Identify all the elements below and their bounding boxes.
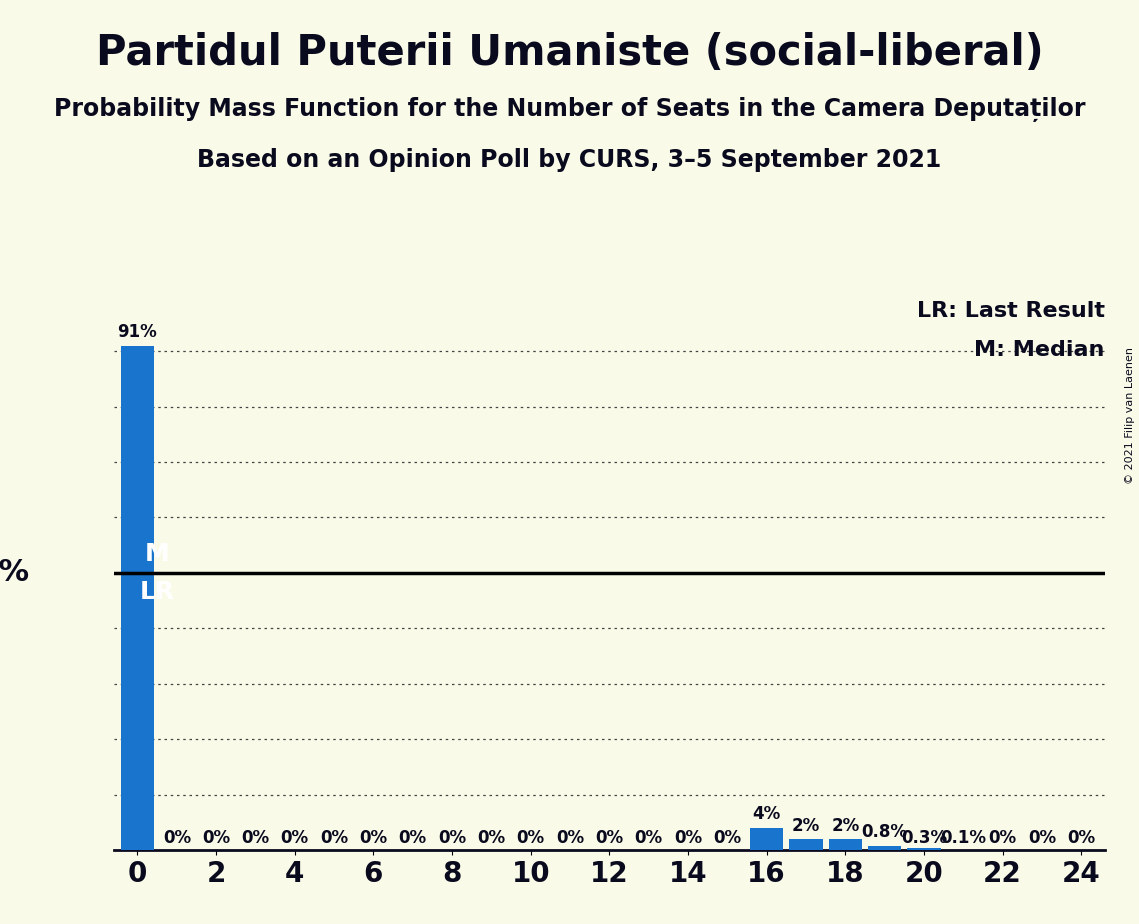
Text: 0%: 0%: [202, 829, 230, 846]
Text: Partidul Puterii Umaniste (social-liberal): Partidul Puterii Umaniste (social-libera…: [96, 32, 1043, 74]
Text: 4%: 4%: [753, 806, 780, 823]
Text: 0%: 0%: [1067, 829, 1096, 846]
Text: 0%: 0%: [360, 829, 387, 846]
Bar: [749, 828, 784, 850]
Text: Based on an Opinion Poll by CURS, 3–5 September 2021: Based on an Opinion Poll by CURS, 3–5 Se…: [197, 148, 942, 172]
Text: 0%: 0%: [634, 829, 663, 846]
Text: M: M: [145, 542, 170, 566]
Bar: [908, 848, 941, 850]
Text: 0%: 0%: [399, 829, 427, 846]
Text: 0%: 0%: [280, 829, 309, 846]
Text: LR: LR: [140, 579, 174, 603]
Text: © 2021 Filip van Laenen: © 2021 Filip van Laenen: [1125, 347, 1134, 484]
Text: 2%: 2%: [831, 817, 860, 834]
Text: 0%: 0%: [241, 829, 270, 846]
Text: LR: Last Result: LR: Last Result: [917, 301, 1105, 322]
Text: 0.8%: 0.8%: [861, 823, 908, 841]
Text: 91%: 91%: [117, 323, 157, 341]
Bar: [789, 839, 822, 850]
Bar: [868, 845, 901, 850]
Bar: [828, 839, 862, 850]
Text: 0%: 0%: [713, 829, 741, 846]
Text: 0%: 0%: [596, 829, 623, 846]
Text: M: Median: M: Median: [975, 340, 1105, 360]
Text: 0%: 0%: [163, 829, 191, 846]
Text: 0%: 0%: [320, 829, 349, 846]
Text: 2%: 2%: [792, 817, 820, 834]
Text: 0.3%: 0.3%: [901, 829, 947, 846]
Text: 0%: 0%: [556, 829, 584, 846]
Text: 0%: 0%: [477, 829, 506, 846]
Text: 0%: 0%: [439, 829, 466, 846]
Text: 50%: 50%: [0, 558, 30, 588]
Text: 0%: 0%: [1027, 829, 1056, 846]
Text: 0.1%: 0.1%: [941, 829, 986, 846]
Text: 0%: 0%: [517, 829, 544, 846]
Text: 0%: 0%: [989, 829, 1017, 846]
Bar: [121, 346, 154, 850]
Text: 0%: 0%: [674, 829, 702, 846]
Text: Probability Mass Function for the Number of Seats in the Camera Deputaților: Probability Mass Function for the Number…: [54, 97, 1085, 122]
